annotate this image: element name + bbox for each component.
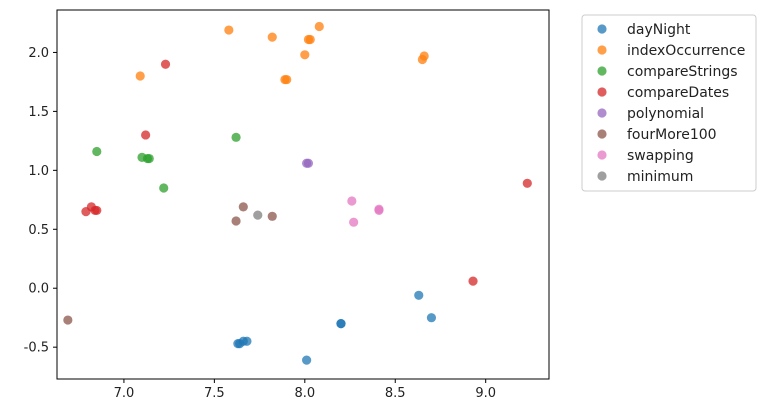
legend-label-fourMore100: fourMore100 <box>627 127 717 143</box>
point-swapping-0 <box>347 196 357 206</box>
legend-marker-swapping <box>597 150 607 160</box>
point-polynomial-1 <box>303 158 314 168</box>
legend-frame <box>581 14 757 192</box>
legend-label-compareDates: compareDates <box>627 85 729 101</box>
y-tick-label: 0.0 <box>28 282 49 297</box>
y-tick-label: 0.5 <box>28 223 49 238</box>
x-tick-label: 8.0 <box>294 386 315 401</box>
plot-area-frame <box>56 9 550 380</box>
point-fourMore100-0 <box>63 315 73 325</box>
points-layer <box>63 21 532 365</box>
point-indexOccurrence-5 <box>300 50 310 60</box>
point-indexOccurrence-4 <box>282 74 292 85</box>
point-dayNight-6 <box>336 318 346 329</box>
point-indexOccurrence-7 <box>305 34 315 45</box>
legend-marker-compareStrings <box>597 66 607 76</box>
point-compareStrings-5 <box>231 132 241 142</box>
point-dayNight-7 <box>414 290 424 300</box>
legend-label-indexOccurrence: indexOccurrence <box>627 43 745 59</box>
point-compareStrings-0 <box>92 146 102 157</box>
point-dayNight-3 <box>242 336 252 346</box>
point-indexOccurrence-2 <box>267 32 277 42</box>
legend-label-polynomial: polynomial <box>627 106 704 122</box>
y-tick-label: 1.5 <box>28 105 49 120</box>
legend-marker-indexOccurrence <box>597 45 607 55</box>
legend: dayNight indexOccurrence compareStrings com… <box>581 14 757 192</box>
legend-marker-fourMore100 <box>597 129 607 139</box>
point-compareDates-3 <box>92 205 102 216</box>
x-tick-label: 7.5 <box>204 386 225 401</box>
point-compareDates-4 <box>141 130 151 140</box>
point-indexOccurrence-8 <box>314 21 324 32</box>
legend-label-swapping: swapping <box>627 148 694 164</box>
point-compareStrings-3 <box>144 153 154 164</box>
point-indexOccurrence-0 <box>135 71 145 81</box>
x-tick-label: 7.0 <box>114 386 135 401</box>
point-compareStrings-4 <box>159 183 169 193</box>
legend-marker-minimum <box>597 171 607 181</box>
legend-marker-polynomial <box>597 108 607 118</box>
legend-marker-compareDates <box>597 87 607 97</box>
x-tick-label: 8.5 <box>385 386 406 401</box>
y-tick-label: 2.0 <box>28 46 49 61</box>
x-tick-label: 9.0 <box>475 386 496 401</box>
y-axis: -0.5 0.0 0.5 1.0 1.5 2.0 <box>24 46 57 356</box>
y-tick-label: -0.5 <box>24 341 49 356</box>
point-swapping-3 <box>374 204 384 214</box>
legend-label-compareStrings: compareStrings <box>627 64 738 80</box>
point-compareDates-5 <box>160 59 171 69</box>
point-dayNight-8 <box>426 313 437 323</box>
point-fourMore100-3 <box>267 211 277 221</box>
point-compareDates-6 <box>468 276 478 286</box>
point-fourMore100-1 <box>231 216 241 226</box>
legend-label-minimum: minimum <box>627 169 693 185</box>
point-dayNight-4 <box>302 355 312 365</box>
point-indexOccurrence-10 <box>419 51 429 61</box>
point-minimum-0 <box>253 210 263 220</box>
legend-marker-dayNight <box>597 24 607 34</box>
x-axis: 7.0 7.5 8.0 8.5 9.0 <box>114 379 496 401</box>
legend-label-dayNight: dayNight <box>627 22 691 38</box>
point-fourMore100-2 <box>238 202 248 212</box>
point-swapping-1 <box>349 217 359 227</box>
point-indexOccurrence-1 <box>224 25 234 35</box>
point-compareDates-7 <box>522 178 532 188</box>
y-tick-label: 1.0 <box>28 164 49 179</box>
